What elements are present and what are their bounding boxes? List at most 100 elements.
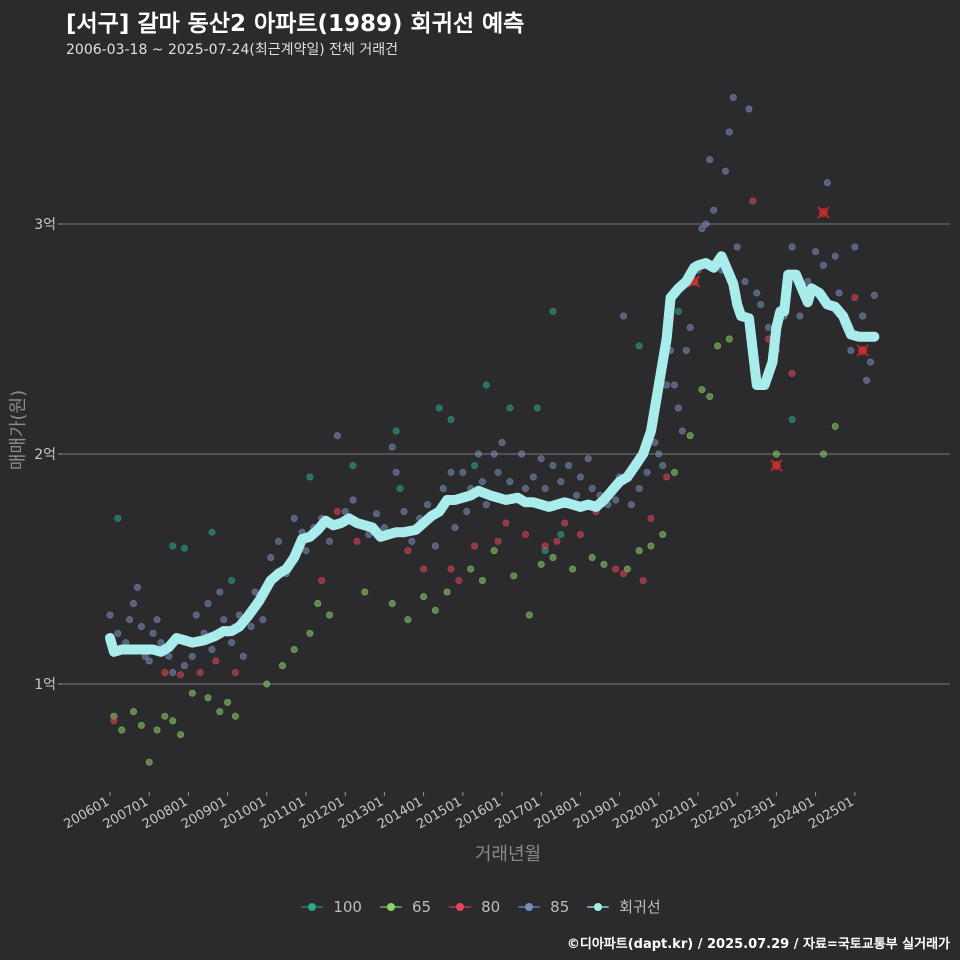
point-85-121 (823, 179, 831, 187)
point-100-5 (306, 473, 314, 481)
point-65-9 (188, 689, 196, 697)
point-65-2 (130, 708, 138, 716)
point-85-108 (733, 243, 741, 251)
point-85-127 (859, 312, 867, 320)
point-100-18 (635, 342, 643, 350)
point-65-30 (525, 611, 533, 619)
point-85-45 (373, 510, 381, 518)
point-65-45 (725, 335, 733, 343)
point-85-74 (557, 478, 565, 486)
point-100-1 (169, 542, 177, 550)
point-65-29 (510, 572, 518, 580)
point-65-21 (388, 599, 396, 607)
point-65-24 (431, 606, 439, 614)
point-85-90 (659, 461, 667, 469)
legend-item-regression[interactable]: 회귀선 (585, 896, 661, 917)
point-85-56 (451, 524, 459, 532)
point-85-42 (349, 496, 357, 504)
point-85-100 (698, 225, 706, 233)
point-80-20 (576, 530, 584, 538)
point-85-97 (686, 323, 694, 331)
point-65-32 (549, 553, 557, 561)
legend-item-100[interactable]: 100 (299, 898, 362, 916)
point-80-14 (494, 537, 502, 545)
point-85-123 (835, 289, 843, 297)
point-65-48 (831, 422, 839, 430)
legend-item-85[interactable]: 85 (516, 898, 569, 916)
point-65-3 (137, 721, 145, 729)
point-100-17 (557, 530, 565, 538)
point-85-76 (572, 491, 580, 499)
legend-label-regression: 회귀선 (619, 898, 661, 916)
legend-label-65: 65 (411, 897, 432, 916)
point-85-109 (741, 277, 749, 285)
point-100-3 (208, 528, 216, 536)
point-85-22 (216, 588, 224, 596)
point-85-82 (612, 496, 620, 504)
point-85-64 (494, 468, 502, 476)
point-65-5 (153, 726, 161, 734)
point-65-44 (714, 342, 722, 350)
outlier-markers (688, 206, 869, 472)
point-85-72 (541, 484, 549, 492)
point-65-7 (169, 717, 177, 725)
chart-legend: 100 65 80 85 회귀선 (0, 896, 960, 917)
legend-key-80 (447, 898, 473, 916)
point-85-111 (753, 289, 761, 297)
point-65-42 (698, 386, 706, 394)
point-65-19 (326, 611, 334, 619)
point-85-3 (126, 616, 134, 624)
outlier-marker-3 (856, 344, 869, 357)
point-80-29 (749, 197, 757, 205)
point-100-6 (349, 461, 357, 469)
point-80-1 (161, 668, 169, 676)
y-tick-label: 1억 (34, 677, 56, 693)
point-85-6 (137, 622, 145, 630)
point-85-57 (459, 468, 467, 476)
point-65-27 (478, 576, 486, 584)
point-85-71 (537, 455, 545, 463)
point-85-84 (620, 312, 628, 320)
point-65-10 (204, 694, 212, 702)
point-85-47 (388, 443, 396, 451)
point-65-13 (231, 712, 239, 720)
legend-item-65[interactable]: 65 (378, 898, 431, 916)
point-85-102 (706, 156, 714, 164)
chart-subtitle: 2006-03-18 ~ 2025-07-24(최근계약일) 전체 거래건 (66, 42, 398, 58)
point-85-58 (463, 507, 471, 515)
point-85-130 (870, 291, 878, 299)
y-tick-label: 2억 (34, 447, 56, 463)
point-85-113 (765, 323, 773, 331)
point-80-22 (612, 565, 620, 573)
point-65-31 (537, 560, 545, 568)
point-100-7 (392, 427, 400, 435)
x-tick-label: 202501 (806, 794, 856, 832)
legend-item-80[interactable]: 80 (447, 898, 500, 916)
point-85-85 (627, 501, 635, 509)
point-65-26 (467, 565, 475, 573)
point-85-116 (788, 243, 796, 251)
point-80-5 (231, 668, 239, 676)
point-85-27 (239, 652, 247, 660)
point-80-32 (851, 294, 859, 302)
point-65-47 (819, 450, 827, 458)
point-65-37 (635, 547, 643, 555)
point-85-86 (635, 484, 643, 492)
y-axis-ticks: 1억 2억 3억 (34, 217, 62, 693)
point-85-17 (188, 652, 196, 660)
point-85-28 (247, 622, 255, 630)
point-80-2 (177, 671, 185, 679)
point-85-101 (702, 220, 710, 228)
point-65-39 (659, 530, 667, 538)
legend-key-100 (299, 898, 325, 916)
point-85-68 (518, 450, 526, 458)
point-100-20 (788, 415, 796, 423)
point-85-12 (165, 652, 173, 660)
legend-key-85 (516, 898, 542, 916)
point-85-79 (588, 484, 596, 492)
point-85-29 (251, 588, 259, 596)
point-85-54 (439, 484, 447, 492)
point-85-11 (157, 639, 165, 647)
point-85-65 (498, 438, 506, 446)
